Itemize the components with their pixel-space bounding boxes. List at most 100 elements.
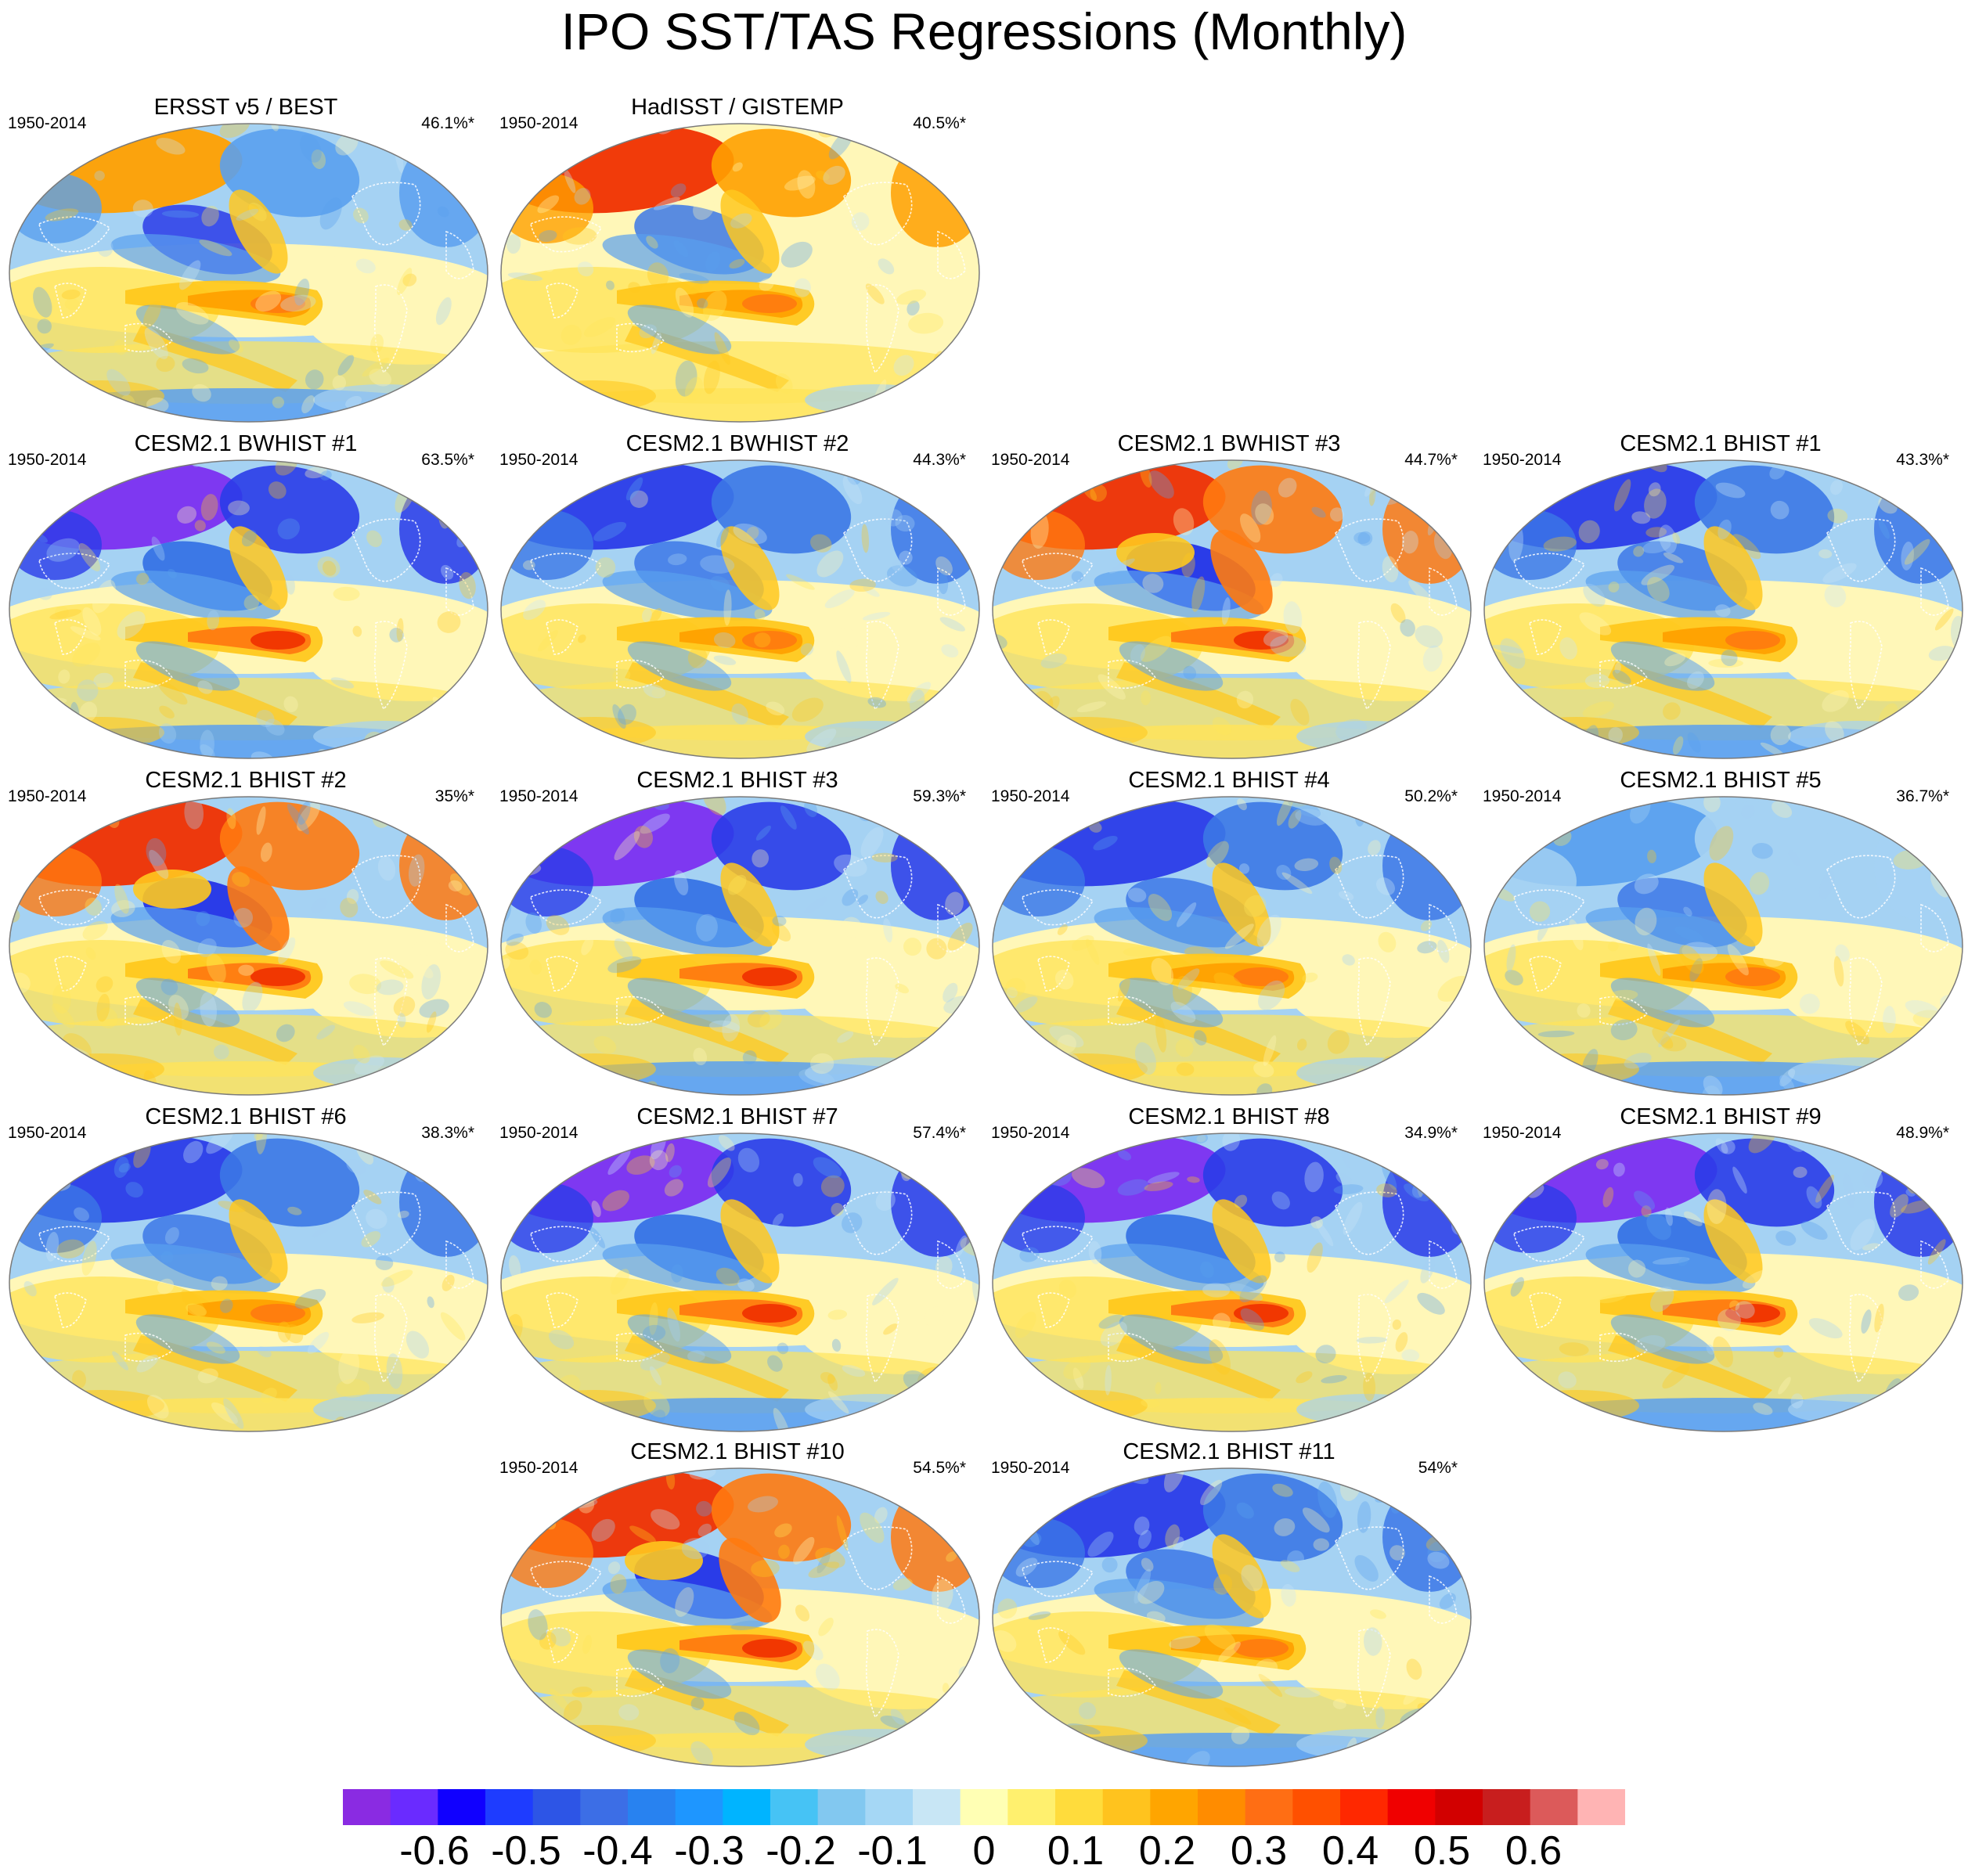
panel-title: CESM2.1 BWHIST #3	[1117, 431, 1341, 456]
panel-title: CESM2.1 BHIST #8	[1128, 1104, 1330, 1129]
panel-variance: 57.4%*	[913, 1124, 966, 1142]
panel-title: CESM2.1 BHIST #6	[145, 1104, 347, 1129]
panel-period: 1950-2014	[991, 787, 1070, 805]
panel-title: CESM2.1 BHIST #11	[1123, 1439, 1335, 1464]
map-panel: CESM2.1 BWHIST #1 1950-2014 63.5%*	[0, 430, 492, 767]
colorbar-swatch	[1102, 1789, 1151, 1825]
colorbar-swatch	[1577, 1789, 1625, 1825]
regression-map	[1483, 1132, 1963, 1432]
colorbar-swatch	[390, 1789, 438, 1825]
panel-variance: 38.3%*	[421, 1124, 474, 1142]
panel-variance: 35%*	[434, 787, 474, 805]
colorbar-tick-label: -0.4	[582, 1828, 653, 1874]
map-panel: HadISST / GISTEMP 1950-2014 40.5%*	[492, 94, 983, 430]
panel-variance: 46.1%*	[421, 114, 474, 132]
panel-variance: 36.7%*	[1896, 787, 1949, 805]
panel-variance: 34.9%*	[1404, 1124, 1458, 1142]
regression-map	[1483, 796, 1963, 1096]
colorbar-swatch	[913, 1789, 961, 1825]
regression-map	[992, 459, 1472, 759]
regression-map	[1483, 459, 1963, 759]
colorbar-tick-label: 0.5	[1413, 1828, 1471, 1874]
colorbar-swatch	[1483, 1789, 1531, 1825]
map-panel: CESM2.1 BWHIST #2 1950-2014 44.3%*	[492, 430, 983, 767]
colorbar-swatch	[628, 1789, 676, 1825]
colorbar-swatch	[1387, 1789, 1436, 1825]
panel-title: CESM2.1 BHIST #9	[1620, 1104, 1822, 1129]
colorbar-swatch	[675, 1789, 723, 1825]
panel-period: 1950-2014	[1483, 451, 1562, 469]
colorbar-swatch	[532, 1789, 581, 1825]
colorbar-swatch	[960, 1789, 1008, 1825]
panel-period: 1950-2014	[1483, 787, 1562, 805]
colorbar-tick-label: -0.3	[674, 1828, 744, 1874]
panel-variance: 48.9%*	[1896, 1124, 1949, 1142]
panel-period: 1950-2014	[991, 1459, 1070, 1477]
map-panel: CESM2.1 BHIST #8 1950-2014 34.9%*	[983, 1104, 1475, 1440]
colorbar-swatch	[817, 1789, 866, 1825]
regression-map	[9, 459, 488, 759]
panel-title: CESM2.1 BHIST #2	[145, 768, 347, 793]
colorbar-tick-label: 0.2	[1138, 1828, 1196, 1874]
colorbar-swatch	[1150, 1789, 1198, 1825]
panel-period: 1950-2014	[499, 114, 579, 132]
colorbar-swatch	[1198, 1789, 1246, 1825]
panel-period: 1950-2014	[8, 451, 87, 469]
panel-period: 1950-2014	[499, 787, 579, 805]
colorbar-swatch	[1292, 1789, 1341, 1825]
map-panel: CESM2.1 BHIST #5 1950-2014 36.7%*	[1475, 767, 1966, 1104]
map-panel: CESM2.1 BHIST #6 1950-2014 38.3%*	[0, 1104, 492, 1440]
regression-map	[992, 796, 1472, 1096]
colorbar-swatch	[865, 1789, 914, 1825]
colorbar-labels: -0.6 -0.5 -0.4 -0.3 -0.2 -0.1 0 0.1 0.2 0.3 0.4 0.5…	[0, 1827, 1968, 1874]
colorbar-swatch	[770, 1789, 819, 1825]
map-panel: CESM2.1 BHIST #4 1950-2014 50.2%*	[983, 767, 1475, 1104]
colorbar-swatch	[485, 1789, 534, 1825]
colorbar-tick-label: -0.6	[399, 1828, 470, 1874]
map-panel: CESM2.1 BHIST #2 1950-2014 35%*	[0, 767, 492, 1104]
panel-title: CESM2.1 BHIST #3	[636, 768, 838, 793]
map-panel: CESM2.1 BHIST #10 1950-2014 54.5%*	[492, 1439, 983, 1775]
regression-map	[500, 1132, 980, 1432]
map-panel: CESM2.1 BHIST #7 1950-2014 57.4%*	[492, 1104, 983, 1440]
panel-variance: 59.3%*	[913, 787, 966, 805]
map-panel: CESM2.1 BHIST #9 1950-2014 48.9%*	[1475, 1104, 1966, 1440]
colorbar-swatch	[1055, 1789, 1104, 1825]
panel-period: 1950-2014	[499, 1124, 579, 1142]
panel-title: CESM2.1 BWHIST #2	[625, 431, 849, 456]
colorbar-swatch	[1530, 1789, 1578, 1825]
map-panel: CESM2.1 BHIST #11 1950-2014 54%*	[983, 1439, 1475, 1775]
regression-map	[9, 796, 488, 1096]
panel-variance: 43.3%*	[1896, 451, 1949, 469]
regression-map	[500, 1467, 980, 1767]
colorbar-swatch	[1007, 1789, 1056, 1825]
map-panel: ERSST v5 / BEST 1950-2014 46.1%*	[0, 94, 492, 430]
colorbar-tick-label: 0.6	[1505, 1828, 1563, 1874]
colorbar-swatch	[580, 1789, 629, 1825]
colorbar-swatch	[343, 1789, 391, 1825]
panel-period: 1950-2014	[8, 114, 87, 132]
panel-period: 1950-2014	[8, 787, 87, 805]
colorbar-tick-label: 0.3	[1230, 1828, 1288, 1874]
panel-period: 1950-2014	[499, 1459, 579, 1477]
panel-title: ERSST v5 / BEST	[153, 95, 338, 120]
panel-variance: 44.7%*	[1404, 451, 1458, 469]
colorbar-swatch	[1245, 1789, 1293, 1825]
colorbar-tick-label: 0.1	[1047, 1828, 1105, 1874]
regression-map	[9, 1132, 488, 1432]
colorbar-swatch	[1435, 1789, 1483, 1825]
regression-map	[500, 123, 980, 423]
panel-variance: 50.2%*	[1404, 787, 1458, 805]
colorbar-tick-label: -0.2	[766, 1828, 836, 1874]
map-panel: CESM2.1 BHIST #3 1950-2014 59.3%*	[492, 767, 983, 1104]
map-panel: CESM2.1 BWHIST #3 1950-2014 44.7%*	[983, 430, 1475, 767]
panel-title: CESM2.1 BHIST #5	[1620, 768, 1822, 793]
figure-title: IPO SST/TAS Regressions (Monthly)	[560, 2, 1408, 60]
panel-period: 1950-2014	[499, 451, 579, 469]
colorbar-tick-label: 0.4	[1321, 1828, 1379, 1874]
panel-variance: 63.5%*	[421, 451, 474, 469]
panel-variance: 54%*	[1418, 1459, 1458, 1477]
colorbar-swatch	[438, 1789, 486, 1825]
colorbar-tick-label: -0.1	[857, 1828, 928, 1874]
panel-period: 1950-2014	[1483, 1124, 1562, 1142]
